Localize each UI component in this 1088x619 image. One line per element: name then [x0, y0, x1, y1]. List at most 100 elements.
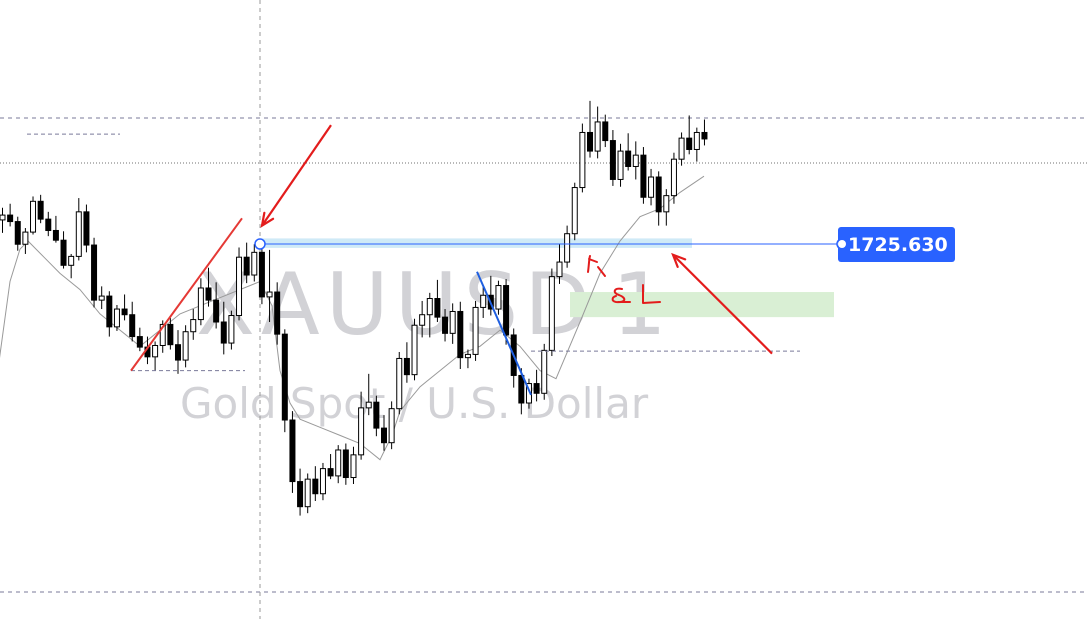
candle	[693, 127, 700, 162]
candle-body	[663, 195, 670, 213]
candle	[129, 301, 136, 342]
candle	[312, 466, 319, 502]
candle	[449, 303, 456, 344]
candle	[579, 123, 586, 193]
candle	[91, 237, 98, 308]
handwritten-l	[642, 284, 661, 304]
candle	[640, 147, 647, 204]
candle-body	[350, 454, 357, 479]
candle	[358, 391, 365, 460]
candle	[220, 301, 227, 355]
candle-body	[457, 310, 464, 359]
candle	[411, 318, 418, 381]
candle	[480, 287, 487, 318]
candle	[701, 119, 708, 146]
candle-body	[411, 324, 418, 376]
candle	[68, 253, 75, 279]
candle	[174, 330, 181, 374]
candle-body	[304, 478, 311, 508]
candle	[60, 231, 67, 269]
candle-body	[113, 308, 120, 328]
candle	[182, 325, 189, 368]
candle	[167, 317, 174, 350]
candle	[327, 454, 334, 480]
candle	[205, 267, 212, 307]
candle-body	[358, 407, 365, 456]
candle	[297, 468, 304, 516]
candle-body	[388, 408, 395, 444]
candle-body	[98, 295, 105, 301]
candle-body	[75, 211, 82, 257]
candle-body	[274, 291, 281, 335]
candle-body	[129, 314, 136, 338]
candle-body	[464, 353, 471, 359]
candle	[37, 194, 44, 224]
candle-body	[228, 315, 235, 344]
line-start-handle[interactable]	[254, 238, 266, 250]
candle	[236, 247, 243, 321]
candle-body	[503, 285, 510, 336]
candle	[190, 309, 197, 340]
candle	[30, 196, 37, 235]
candle-body	[281, 333, 288, 421]
candle	[251, 244, 258, 282]
candle	[98, 286, 105, 310]
candle	[342, 443, 349, 485]
candle-body	[7, 214, 14, 223]
candle-body	[297, 481, 304, 508]
candle	[663, 189, 670, 226]
candle-body	[220, 321, 227, 344]
candle	[670, 152, 677, 204]
candle	[678, 132, 685, 166]
candle-body	[327, 468, 334, 477]
candle	[22, 228, 29, 254]
arrow-shaft	[672, 253, 773, 355]
candle-body	[236, 256, 243, 317]
handwritten-tick-mark	[587, 255, 606, 277]
candle-body	[442, 316, 449, 334]
candle	[442, 309, 449, 342]
red-trendline	[130, 217, 243, 372]
candle	[52, 215, 59, 243]
candle	[106, 291, 113, 337]
candle-body	[335, 449, 342, 477]
candle-body	[60, 239, 67, 266]
candle	[632, 141, 639, 180]
candle	[533, 369, 540, 402]
candle	[518, 368, 525, 415]
candle-body	[434, 298, 441, 318]
candle-body	[533, 383, 540, 394]
candle	[213, 282, 220, 329]
candles-layer	[0, 100, 708, 516]
candle-body	[403, 357, 410, 376]
candle	[266, 249, 273, 323]
candle-body	[0, 214, 6, 221]
candle	[350, 446, 357, 485]
candle	[548, 268, 555, 357]
candle	[396, 351, 403, 415]
candle-body	[121, 308, 128, 316]
candle-body	[564, 233, 571, 263]
candle-body	[678, 137, 685, 160]
candle	[625, 133, 632, 171]
candle	[686, 115, 693, 155]
candle-body	[587, 131, 594, 152]
red-arrow	[260, 124, 332, 228]
green-zone-rect	[570, 292, 834, 318]
candle	[594, 106, 601, 159]
candle	[319, 462, 326, 501]
moving-average-layer	[0, 175, 705, 461]
candle-body	[426, 298, 433, 316]
price-label[interactable]: 1725.630	[838, 227, 955, 262]
candle-body	[14, 221, 21, 245]
candle-body	[579, 131, 586, 189]
candle-body	[686, 137, 693, 150]
candle-body	[655, 176, 662, 213]
candle-body	[22, 231, 29, 245]
blue-trendline	[476, 271, 532, 396]
candle-body	[495, 285, 502, 310]
candle	[7, 203, 14, 227]
candle	[503, 279, 510, 345]
candle	[457, 301, 464, 369]
